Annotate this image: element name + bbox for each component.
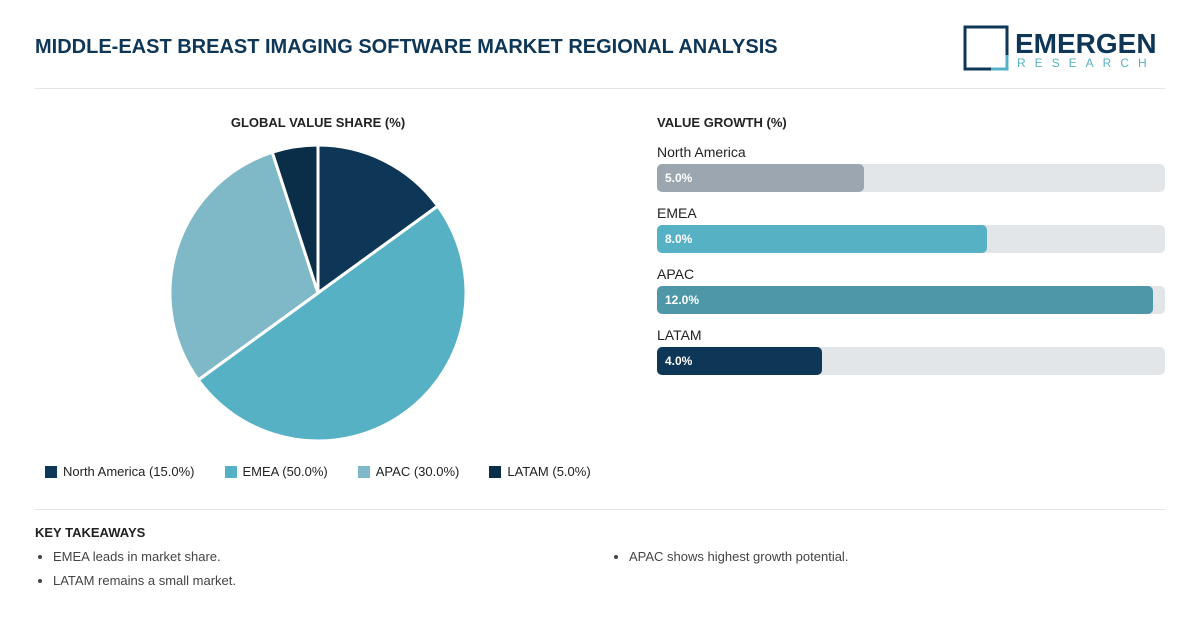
divider xyxy=(35,509,1165,510)
pie-slice-emea xyxy=(196,203,468,443)
bar-label: EMEA xyxy=(657,205,697,221)
bar-label: LATAM xyxy=(657,327,702,343)
legend-item: LATAM (5.0%) xyxy=(489,464,591,479)
takeaway-item: LATAM remains a small market. xyxy=(53,573,236,588)
bar-row: North America 5.0% xyxy=(657,144,1165,192)
bar-fill: 5.0% xyxy=(657,164,864,192)
takeaway-item: APAC shows highest growth potential. xyxy=(629,549,848,564)
bar-track: 5.0% xyxy=(657,164,1165,192)
emergen-research-logo: EMERGEN RESEARCH xyxy=(963,25,1163,71)
svg-text:RESEARCH: RESEARCH xyxy=(1017,56,1156,70)
bar-track: 12.0% xyxy=(657,286,1165,314)
bar-fill: 4.0% xyxy=(657,347,823,375)
bar-row: LATAM 4.0% xyxy=(657,327,1165,375)
legend-item: North America (15.0%) xyxy=(45,464,195,479)
bar-label: APAC xyxy=(657,266,695,282)
bar-label: North America xyxy=(657,144,746,160)
bar-row: APAC 12.0% xyxy=(657,266,1165,314)
bar-fill: 12.0% xyxy=(657,286,1153,314)
takeaway-item: EMEA leads in market share. xyxy=(53,549,236,564)
bar-fill: 8.0% xyxy=(657,225,988,253)
bar-track: 4.0% xyxy=(657,347,1165,375)
legend-label: EMEA (50.0%) xyxy=(242,464,328,479)
pie-title: GLOBAL VALUE SHARE (%) xyxy=(230,115,406,130)
legend-item: APAC (30.0%) xyxy=(357,464,460,479)
legend-swatch xyxy=(45,465,57,478)
pie-chart xyxy=(168,143,468,443)
legend-item: EMEA (50.0%) xyxy=(224,464,328,479)
legend-label: LATAM (5.0%) xyxy=(507,464,591,479)
bar-row: EMEA 8.0% xyxy=(657,205,1165,253)
takeaways-right: APAC shows highest growth potential. xyxy=(611,549,848,573)
svg-text:EMERGEN: EMERGEN xyxy=(1015,28,1157,59)
growth-bar-chart: VALUE GROWTH (%) North America 5.0% EMEA … xyxy=(657,115,1165,388)
legend-label: North America (15.0%) xyxy=(63,464,195,479)
legend-swatch xyxy=(224,465,237,478)
page-title: MIDDLE-EAST BREAST IMAGING SOFTWARE MARK… xyxy=(35,36,778,58)
legend-swatch xyxy=(489,465,502,478)
bar-chart-title: VALUE GROWTH (%) xyxy=(657,115,787,130)
pie-legend: North America (15.0%) EMEA (50.0%) APAC … xyxy=(45,464,591,479)
divider xyxy=(35,88,1165,89)
pie-slice-apac xyxy=(168,150,320,383)
takeaways-left: EMEA leads in market share. LATAM remain… xyxy=(35,549,236,597)
legend-swatch xyxy=(357,465,370,478)
takeaways-title: KEY TAKEAWAYS xyxy=(35,525,146,540)
legend-label: APAC (30.0%) xyxy=(375,464,460,479)
pie-slice-north-america xyxy=(316,143,440,296)
pie-slice-latam xyxy=(270,143,320,294)
bar-track: 8.0% xyxy=(657,225,1165,253)
